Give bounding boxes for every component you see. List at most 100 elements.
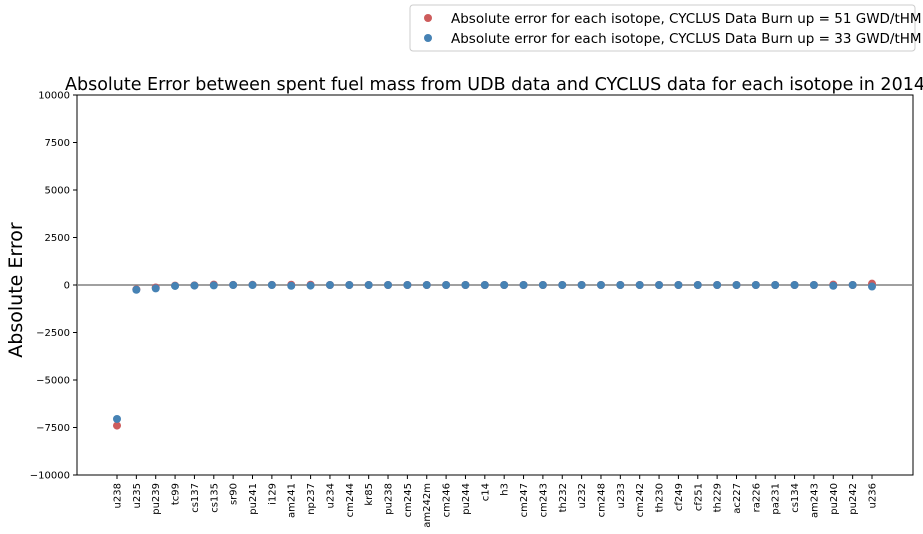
x-tick-label: th232 — [558, 483, 569, 512]
x-tick-label: cs137 — [190, 483, 201, 513]
x-tick-label: cm244 — [345, 483, 356, 517]
legend: Absolute error for each isotope, CYCLUS … — [409, 4, 922, 52]
x-tick-label: kr85 — [364, 483, 375, 506]
y-axis-ticks: 10000 7500 5000 2500 0 −2500 −5000 −7500 −10000 — [30, 91, 77, 482]
data-point-series-2 — [848, 281, 857, 289]
x-axis-ticks: u238 u235 pu239 tc99 cs137 cs135 sr90 pu241 i129… — [113, 475, 879, 528]
data-point-series-2 — [829, 281, 838, 290]
data-point-series-2 — [248, 281, 257, 289]
plot-axes — [76, 94, 914, 476]
x-tick-label: u236 — [868, 483, 879, 508]
data-point-series-2 — [151, 284, 160, 293]
x-tick-label: cf251 — [693, 483, 704, 511]
data-point-series-2 — [384, 281, 393, 289]
data-point-series-2 — [267, 281, 276, 289]
data-point-series-2 — [732, 281, 741, 289]
x-tick-label: cm245 — [403, 483, 414, 517]
legend-frame — [409, 4, 916, 52]
data-point-series-2 — [616, 281, 625, 289]
legend-label-series-2: Absolute error for each isotope, CYCLUS … — [451, 31, 922, 47]
data-point-series-2 — [345, 281, 354, 289]
x-tick-label: tc99 — [171, 483, 182, 505]
data-point-series-1 — [113, 421, 121, 430]
data-point-series-2 — [713, 281, 722, 289]
data-point-series-2 — [655, 281, 664, 289]
y-tick-label: −5000 — [36, 376, 70, 387]
y-tick-label: −7500 — [36, 423, 70, 434]
x-tick-label: am241 — [287, 483, 298, 518]
data-point-series-2 — [403, 281, 412, 289]
y-tick-label: 10000 — [38, 91, 70, 102]
x-tick-label: ra226 — [751, 483, 762, 512]
data-point-series-2 — [577, 281, 586, 289]
data-points — [113, 279, 876, 430]
data-point-series-2 — [693, 281, 702, 289]
chart-title: Absolute Error between spent fuel mass f… — [65, 75, 923, 95]
x-tick-label: th230 — [655, 483, 666, 512]
legend-marker-series-1 — [424, 14, 432, 22]
data-point-series-2 — [809, 281, 818, 289]
x-tick-label: u235 — [132, 483, 143, 508]
data-point-series-2 — [480, 281, 489, 289]
x-tick-label: h3 — [500, 483, 511, 496]
x-tick-label: ac227 — [732, 483, 743, 514]
data-point-series-2 — [190, 281, 199, 290]
data-point-series-2 — [306, 281, 315, 290]
x-tick-label: u232 — [577, 483, 588, 508]
data-point-series-2 — [771, 281, 780, 289]
x-tick-label: cm247 — [519, 483, 530, 517]
x-tick-label: cs134 — [790, 483, 801, 513]
data-point-series-2 — [287, 281, 296, 290]
x-tick-label: am243 — [809, 483, 820, 518]
data-point-series-2 — [113, 414, 121, 423]
x-tick-label: c14 — [480, 483, 491, 501]
data-point-series-2 — [596, 281, 605, 289]
data-point-series-2 — [461, 281, 470, 289]
data-point-series-2 — [558, 281, 567, 289]
x-tick-label: th229 — [713, 483, 724, 512]
data-point-series-2 — [674, 281, 683, 289]
x-tick-label: cm248 — [596, 483, 607, 517]
x-tick-label: pu240 — [829, 483, 840, 515]
y-tick-label: −2500 — [36, 328, 70, 339]
data-point-series-2 — [790, 281, 799, 289]
data-point-series-2 — [209, 281, 218, 290]
x-tick-label: cm242 — [635, 483, 646, 517]
y-tick-label: −10000 — [30, 471, 70, 482]
data-point-series-2 — [325, 281, 334, 289]
x-tick-label: pu239 — [151, 483, 162, 515]
data-point-series-2 — [751, 281, 760, 289]
x-tick-label: cf249 — [674, 483, 685, 511]
data-point-series-2 — [364, 281, 373, 289]
x-tick-label: pu242 — [848, 483, 859, 515]
data-point-series-2 — [442, 281, 451, 289]
x-tick-label: sr90 — [229, 483, 240, 505]
y-axis-label: Absolute Error — [5, 222, 27, 358]
y-tick-label: 0 — [64, 281, 70, 292]
x-tick-label: u234 — [325, 483, 336, 508]
x-tick-label: pu244 — [461, 483, 472, 515]
data-point-series-2 — [422, 281, 431, 289]
x-tick-label: u233 — [616, 483, 627, 508]
data-point-series-2 — [500, 281, 509, 289]
x-tick-label: pu238 — [384, 483, 395, 515]
data-point-series-2 — [538, 281, 547, 289]
x-tick-label: pa231 — [771, 483, 782, 515]
x-tick-label: cs135 — [209, 483, 220, 513]
data-point-series-2 — [132, 285, 141, 294]
x-tick-label: u238 — [113, 483, 124, 508]
legend-label-series-1: Absolute error for each isotope, CYCLUS … — [451, 11, 922, 27]
data-point-series-2 — [229, 281, 238, 289]
legend-marker-series-2 — [424, 34, 432, 42]
x-tick-label: i129 — [267, 483, 278, 505]
data-point-series-2 — [519, 281, 528, 289]
x-tick-label: np237 — [306, 483, 317, 515]
y-tick-label: 5000 — [45, 186, 70, 197]
x-tick-label: pu241 — [248, 483, 259, 515]
y-tick-label: 2500 — [45, 233, 70, 244]
x-tick-label: am242m — [422, 483, 433, 528]
data-point-series-2 — [171, 281, 180, 290]
data-point-series-2 — [635, 281, 644, 289]
x-tick-label: cm243 — [538, 483, 549, 517]
data-point-series-2 — [868, 282, 876, 291]
